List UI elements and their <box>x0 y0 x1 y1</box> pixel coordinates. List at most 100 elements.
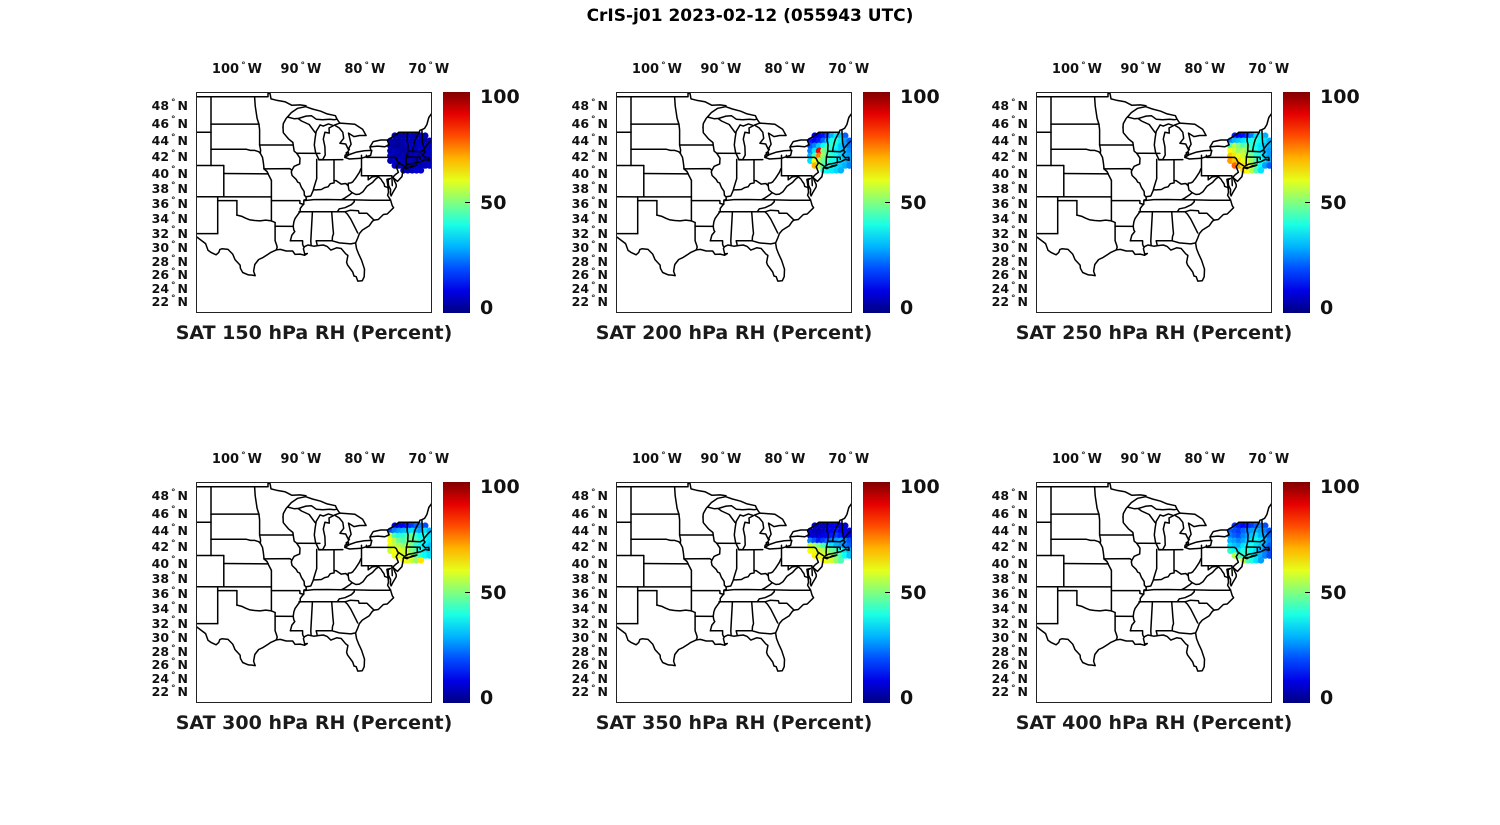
lat-tick-label: 28 ° N <box>991 253 1028 269</box>
lon-tick-label: 100 ° W <box>211 60 262 77</box>
basemap-lines <box>196 482 432 672</box>
colorbar-tick-label: 50 <box>1320 191 1347 214</box>
lat-tick-label: 24 ° N <box>571 670 608 686</box>
panel-title-200: SAT 200 hPa RH (Percent) <box>595 322 873 344</box>
lat-tick-label: 40 ° N <box>991 165 1028 181</box>
lon-tick-label: 80 ° W <box>1184 60 1226 77</box>
lat-tick-label: 36 ° N <box>571 586 608 602</box>
map-canvas-150 <box>196 92 432 313</box>
lat-tick-label: 36 ° N <box>991 586 1028 602</box>
basemap-lines <box>616 482 852 672</box>
lat-tick-label: 38 ° N <box>571 180 608 197</box>
colorbar-tick-label: 100 <box>900 86 940 108</box>
lat-tick-label: 48 ° N <box>151 487 188 503</box>
map-panel-150: 100 ° W 90 ° W 80 ° W 70 ° W 48 ° N 46 ° N 44 ° N 42 ° N 40 ° N 38 °… <box>106 50 526 350</box>
lon-tick-label: 80 ° W <box>764 450 806 467</box>
lat-tick-label: 22 ° N <box>151 683 188 699</box>
lat-tick-label: 34 ° N <box>151 211 188 227</box>
lon-tick-label: 100 ° W <box>211 450 262 467</box>
basemap-lines <box>1036 92 1272 282</box>
lat-tick-label: 36 ° N <box>151 196 188 212</box>
lat-tick-label: 32 ° N <box>571 615 608 631</box>
basemap-lines <box>196 92 432 282</box>
map-frame <box>196 482 432 703</box>
lat-tick-label: 28 ° N <box>151 253 188 269</box>
colorbar-tick-label: 100 <box>480 476 520 498</box>
lon-tick-label: 90 ° W <box>1120 450 1162 467</box>
map-canvas-350 <box>616 482 852 703</box>
colorbar-mid-tick <box>885 591 890 594</box>
lat-tick-label: 42 ° N <box>571 539 608 555</box>
lat-tick-label: 32 ° N <box>991 615 1028 631</box>
colorbar-tick-label: 0 <box>1320 687 1334 709</box>
lat-tick-label: 34 ° N <box>991 601 1028 617</box>
colorbar-tick-label: 50 <box>480 191 507 214</box>
lat-tick-label: 48 ° N <box>571 97 608 113</box>
colorbar-tick-label: 0 <box>480 687 494 709</box>
basemap-lines <box>1036 482 1272 672</box>
colorbar-tick-label: 50 <box>480 581 507 604</box>
lat-tick-label: 48 ° N <box>991 97 1028 113</box>
lon-tick-label: 100 ° W <box>1051 60 1102 77</box>
lat-tick-label: 46 ° N <box>571 505 608 521</box>
panel-title-300: SAT 300 hPa RH (Percent) <box>175 712 453 734</box>
lat-tick-label: 32 ° N <box>151 225 188 241</box>
lat-tick-label: 30 ° N <box>571 239 608 255</box>
lat-tick-label: 34 ° N <box>571 601 608 617</box>
lon-tick-label: 100 ° W <box>1051 450 1102 467</box>
lon-tick-label: 90 ° W <box>700 60 742 77</box>
colorbar-tick-label: 50 <box>900 581 927 604</box>
lat-tick-label: 40 ° N <box>151 555 188 571</box>
map-frame <box>616 92 852 313</box>
panel-title-250: SAT 250 hPa RH (Percent) <box>1015 322 1293 344</box>
lat-tick-label: 46 ° N <box>151 115 188 131</box>
map-canvas-300 <box>196 482 432 703</box>
lon-tick-label: 100 ° W <box>631 450 682 467</box>
lat-tick-label: 26 ° N <box>991 657 1028 673</box>
lat-tick-label: 26 ° N <box>571 657 608 673</box>
lat-tick-label: 26 ° N <box>151 657 188 673</box>
colorbar-tick-label: 100 <box>1320 86 1360 108</box>
lon-tick-label: 80 ° W <box>1184 450 1226 467</box>
colorbar-mid-tick <box>1305 201 1310 204</box>
colorbar-mid-tick <box>885 201 890 204</box>
lat-tick-label: 42 ° N <box>151 539 188 555</box>
lon-tick-label: 90 ° W <box>1120 60 1162 77</box>
lat-tick-label: 36 ° N <box>571 196 608 212</box>
lat-tick-label: 26 ° N <box>571 267 608 283</box>
lat-tick-label: 34 ° N <box>991 211 1028 227</box>
lat-tick-label: 28 ° N <box>151 643 188 659</box>
lon-tick-label: 80 ° W <box>344 450 386 467</box>
colorbar-mid-tick <box>465 201 470 204</box>
colorbar-tick-label: 100 <box>900 476 940 498</box>
lat-tick-label: 38 ° N <box>151 180 188 197</box>
lat-tick-label: 38 ° N <box>991 570 1028 587</box>
lon-tick-label: 80 ° W <box>344 60 386 77</box>
map-frame <box>1036 482 1272 703</box>
colorbar-tick-label: 0 <box>900 297 914 319</box>
lon-tick-label: 70 ° W <box>408 450 450 467</box>
lat-tick-label: 22 ° N <box>991 293 1028 309</box>
lat-tick-label: 42 ° N <box>991 539 1028 555</box>
lat-tick-label: 44 ° N <box>151 522 188 538</box>
lat-tick-label: 36 ° N <box>991 196 1028 212</box>
lat-tick-label: 42 ° N <box>571 149 608 165</box>
lon-tick-label: 90 ° W <box>280 450 322 467</box>
map-panel-250: 100 ° W 90 ° W 80 ° W 70 ° W 48 ° N 46 ° N 44 ° N 42 ° N 40 ° N 38 °… <box>946 50 1366 350</box>
lat-tick-label: 24 ° N <box>991 670 1028 686</box>
lon-tick-label: 90 ° W <box>700 450 742 467</box>
colorbar-tick-label: 0 <box>480 297 494 319</box>
lat-tick-label: 36 ° N <box>151 586 188 602</box>
lat-tick-label: 44 ° N <box>151 132 188 148</box>
lat-tick-label: 40 ° N <box>571 165 608 181</box>
lat-tick-label: 34 ° N <box>571 211 608 227</box>
lat-tick-label: 44 ° N <box>991 132 1028 148</box>
lat-tick-label: 46 ° N <box>991 505 1028 521</box>
lat-tick-label: 46 ° N <box>151 505 188 521</box>
lat-tick-label: 32 ° N <box>571 225 608 241</box>
lat-tick-label: 46 ° N <box>991 115 1028 131</box>
colorbar-tick-label: 100 <box>480 86 520 108</box>
lat-tick-label: 40 ° N <box>991 555 1028 571</box>
lat-tick-label: 22 ° N <box>151 293 188 309</box>
